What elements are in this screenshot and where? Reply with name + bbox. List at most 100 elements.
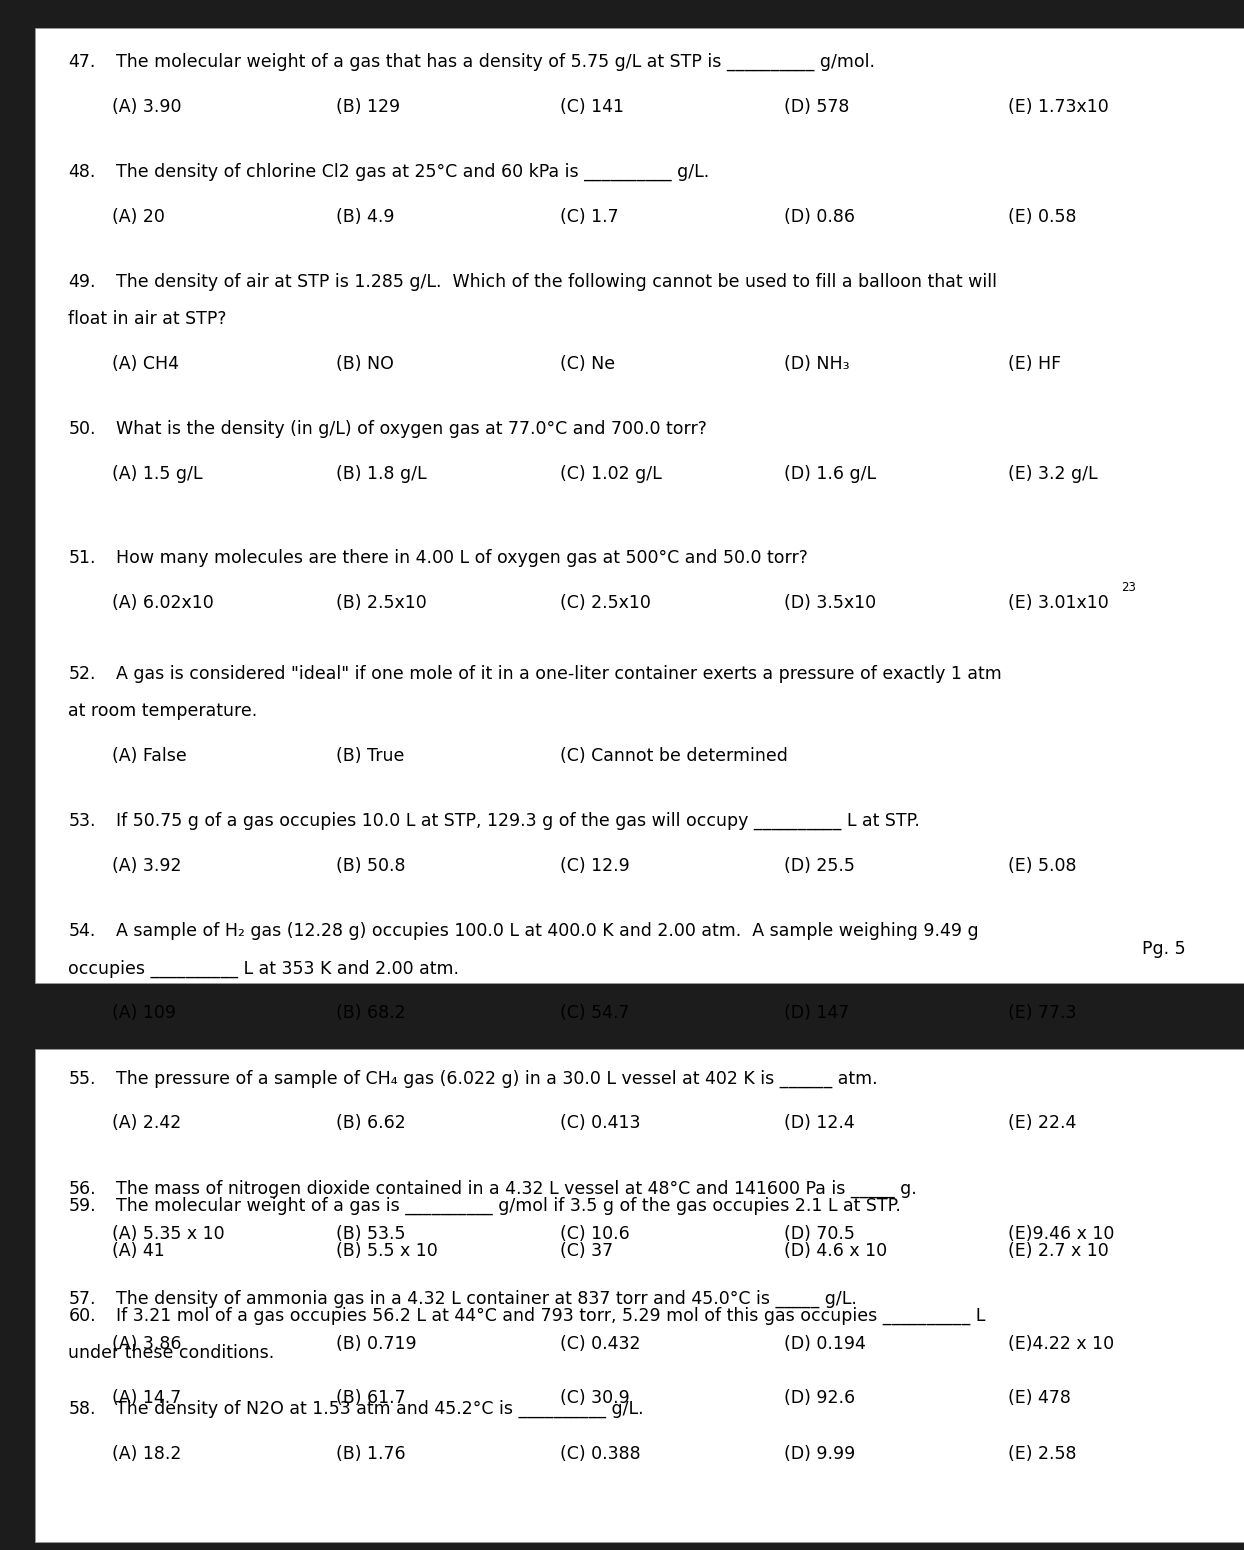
Text: (C) 0.413: (C) 0.413 xyxy=(560,1114,641,1133)
Text: (A) 1.5 g/L: (A) 1.5 g/L xyxy=(112,465,203,484)
Text: (A) 14.7: (A) 14.7 xyxy=(112,1389,182,1407)
Text: (D) 4.6 x 10: (D) 4.6 x 10 xyxy=(784,1242,887,1260)
Text: 53.: 53. xyxy=(68,812,96,831)
Text: 60.: 60. xyxy=(68,1307,96,1325)
Text: (A) 2.42: (A) 2.42 xyxy=(112,1114,182,1133)
Text: (E) 77.3: (E) 77.3 xyxy=(1008,1004,1076,1023)
Text: (A) 3.86: (A) 3.86 xyxy=(112,1335,182,1353)
Text: (E) 3.01x10: (E) 3.01x10 xyxy=(1008,594,1108,612)
Text: (C) 2.5x10: (C) 2.5x10 xyxy=(560,594,651,612)
Text: If 3.21 mol of a gas occupies 56.2 L at 44°C and 793 torr, 5.29 mol of this gas : If 3.21 mol of a gas occupies 56.2 L at … xyxy=(116,1307,985,1325)
Text: 58.: 58. xyxy=(68,1400,96,1418)
Text: (A) 5.35 x 10: (A) 5.35 x 10 xyxy=(112,1224,225,1243)
Text: 57.: 57. xyxy=(68,1290,96,1308)
Text: 47.: 47. xyxy=(68,53,96,71)
Text: If 50.75 g of a gas occupies 10.0 L at STP, 129.3 g of the gas will occupy _____: If 50.75 g of a gas occupies 10.0 L at S… xyxy=(116,812,919,831)
Text: (C) 54.7: (C) 54.7 xyxy=(560,1004,629,1023)
Text: (E) 5.08: (E) 5.08 xyxy=(1008,857,1076,876)
Text: 55.: 55. xyxy=(68,1070,96,1088)
Text: (C) 10.6: (C) 10.6 xyxy=(560,1224,629,1243)
Text: 49.: 49. xyxy=(68,273,96,291)
Text: (D) 0.194: (D) 0.194 xyxy=(784,1335,866,1353)
Text: (B) 2.5x10: (B) 2.5x10 xyxy=(336,594,427,612)
Text: (A) 41: (A) 41 xyxy=(112,1242,164,1260)
Text: (B) True: (B) True xyxy=(336,747,404,766)
Text: 51.: 51. xyxy=(68,549,96,567)
Text: (B) 53.5: (B) 53.5 xyxy=(336,1224,406,1243)
Text: (B) NO: (B) NO xyxy=(336,355,394,374)
Text: (E) 3.2 g/L: (E) 3.2 g/L xyxy=(1008,465,1097,484)
Text: 48.: 48. xyxy=(68,163,96,181)
Text: (B) 6.62: (B) 6.62 xyxy=(336,1114,406,1133)
Text: The mass of nitrogen dioxide contained in a 4.32 L vessel at 48°C and 141600 Pa : The mass of nitrogen dioxide contained i… xyxy=(116,1180,917,1198)
Text: (C) 12.9: (C) 12.9 xyxy=(560,857,629,876)
Text: (E)4.22 x 10: (E)4.22 x 10 xyxy=(1008,1335,1113,1353)
Text: (A) 3.92: (A) 3.92 xyxy=(112,857,182,876)
Text: 52.: 52. xyxy=(68,665,96,684)
Text: (E) 2.58: (E) 2.58 xyxy=(1008,1445,1076,1463)
Text: 50.: 50. xyxy=(68,420,96,439)
Text: (D) 147: (D) 147 xyxy=(784,1004,848,1023)
Text: (D) NH₃: (D) NH₃ xyxy=(784,355,850,374)
Text: (E) 2.7 x 10: (E) 2.7 x 10 xyxy=(1008,1242,1108,1260)
Text: (A) False: (A) False xyxy=(112,747,187,766)
Text: (C) 30.9: (C) 30.9 xyxy=(560,1389,629,1407)
Text: (D) 12.4: (D) 12.4 xyxy=(784,1114,855,1133)
Text: at room temperature.: at room temperature. xyxy=(68,702,258,721)
Text: (E) 478: (E) 478 xyxy=(1008,1389,1071,1407)
Text: (B) 5.5 x 10: (B) 5.5 x 10 xyxy=(336,1242,438,1260)
Text: (C) Cannot be determined: (C) Cannot be determined xyxy=(560,747,787,766)
Text: (E)9.46 x 10: (E)9.46 x 10 xyxy=(1008,1224,1115,1243)
Text: (B) 61.7: (B) 61.7 xyxy=(336,1389,406,1407)
Text: float in air at STP?: float in air at STP? xyxy=(68,310,226,329)
Text: (C) 141: (C) 141 xyxy=(560,98,623,116)
Text: The molecular weight of a gas is __________ g/mol if 3.5 g of the gas occupies 2: The molecular weight of a gas is _______… xyxy=(116,1197,901,1215)
Text: (B) 50.8: (B) 50.8 xyxy=(336,857,406,876)
Text: (A) 20: (A) 20 xyxy=(112,208,165,226)
Text: A gas is considered "ideal" if one mole of it in a one-liter container exerts a : A gas is considered "ideal" if one mole … xyxy=(116,665,1001,684)
Text: (E) HF: (E) HF xyxy=(1008,355,1061,374)
Text: (D) 0.86: (D) 0.86 xyxy=(784,208,855,226)
Text: (B) 68.2: (B) 68.2 xyxy=(336,1004,406,1023)
Text: (A) CH4: (A) CH4 xyxy=(112,355,179,374)
Text: (B) 4.9: (B) 4.9 xyxy=(336,208,394,226)
Text: (B) 129: (B) 129 xyxy=(336,98,401,116)
Text: (D) 578: (D) 578 xyxy=(784,98,850,116)
Text: (A) 3.90: (A) 3.90 xyxy=(112,98,182,116)
Text: (E) 1.73x10: (E) 1.73x10 xyxy=(1008,98,1108,116)
Text: (B) 1.8 g/L: (B) 1.8 g/L xyxy=(336,465,427,484)
Text: The density of N2O at 1.53 atm and 45.2°C is __________ g/L.: The density of N2O at 1.53 atm and 45.2°… xyxy=(116,1400,643,1418)
Text: (D) 70.5: (D) 70.5 xyxy=(784,1224,855,1243)
Text: 59.: 59. xyxy=(68,1197,96,1215)
Text: The molecular weight of a gas that has a density of 5.75 g/L at STP is _________: The molecular weight of a gas that has a… xyxy=(116,53,875,71)
Text: (C) 37: (C) 37 xyxy=(560,1242,613,1260)
Text: Pg. 5: Pg. 5 xyxy=(1142,939,1186,958)
Text: (E) 0.58: (E) 0.58 xyxy=(1008,208,1076,226)
Text: A sample of H₂ gas (12.28 g) occupies 100.0 L at 400.0 K and 2.00 atm.  A sample: A sample of H₂ gas (12.28 g) occupies 10… xyxy=(116,922,978,941)
Text: (D) 92.6: (D) 92.6 xyxy=(784,1389,855,1407)
Text: (C) 0.388: (C) 0.388 xyxy=(560,1445,641,1463)
Text: (C) 0.432: (C) 0.432 xyxy=(560,1335,641,1353)
Text: The density of ammonia gas in a 4.32 L container at 837 torr and 45.0°C is _____: The density of ammonia gas in a 4.32 L c… xyxy=(116,1290,857,1308)
Text: under these conditions.: under these conditions. xyxy=(68,1344,275,1362)
Text: (B) 1.76: (B) 1.76 xyxy=(336,1445,406,1463)
Text: 56.: 56. xyxy=(68,1180,96,1198)
Text: 23: 23 xyxy=(1121,581,1136,594)
Text: (D) 1.6 g/L: (D) 1.6 g/L xyxy=(784,465,876,484)
Text: The density of chlorine Cl2 gas at 25°C and 60 kPa is __________ g/L.: The density of chlorine Cl2 gas at 25°C … xyxy=(116,163,709,181)
Bar xyxy=(35,28,1244,983)
Text: (B) 0.719: (B) 0.719 xyxy=(336,1335,417,1353)
Text: (A) 18.2: (A) 18.2 xyxy=(112,1445,182,1463)
Text: The density of air at STP is 1.285 g/L.  Which of the following cannot be used t: The density of air at STP is 1.285 g/L. … xyxy=(116,273,996,291)
Bar xyxy=(35,1049,1244,1542)
Text: (C) 1.02 g/L: (C) 1.02 g/L xyxy=(560,465,662,484)
Text: (A) 6.02x10: (A) 6.02x10 xyxy=(112,594,214,612)
Text: (E) 22.4: (E) 22.4 xyxy=(1008,1114,1076,1133)
Text: (A) 109: (A) 109 xyxy=(112,1004,175,1023)
Text: (D) 25.5: (D) 25.5 xyxy=(784,857,855,876)
Text: (C) 1.7: (C) 1.7 xyxy=(560,208,618,226)
Text: (D) 9.99: (D) 9.99 xyxy=(784,1445,855,1463)
Text: How many molecules are there in 4.00 L of oxygen gas at 500°C and 50.0 torr?: How many molecules are there in 4.00 L o… xyxy=(116,549,807,567)
Text: (D) 3.5x10: (D) 3.5x10 xyxy=(784,594,876,612)
Text: (C) Ne: (C) Ne xyxy=(560,355,615,374)
